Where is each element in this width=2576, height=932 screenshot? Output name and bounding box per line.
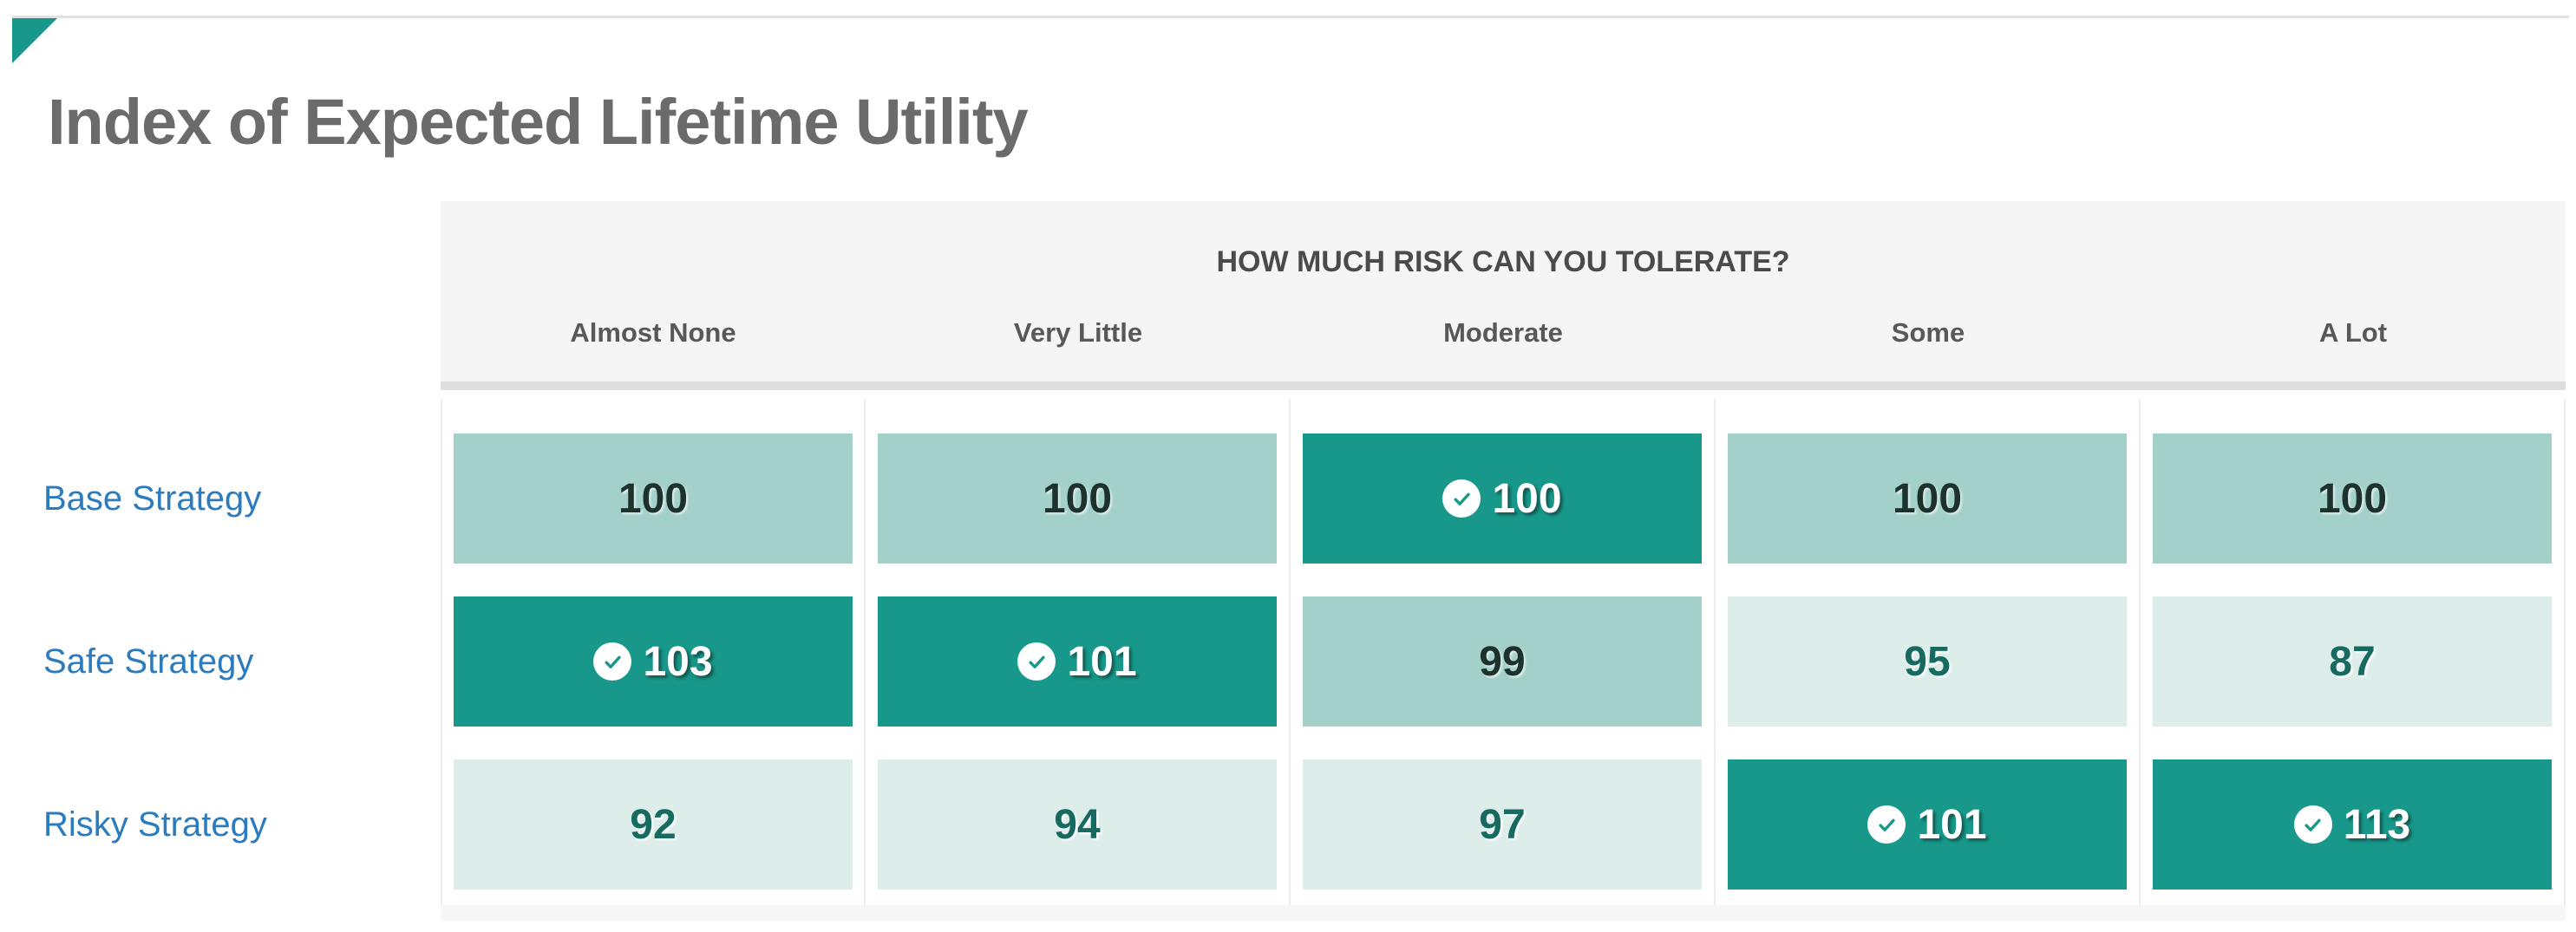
row-label-link-0[interactable]: Base Strategy (43, 479, 262, 518)
table-column-1: 100 101 94 (866, 399, 1291, 905)
utility-value: 95 (1904, 638, 1951, 685)
checkmark-icon (593, 642, 632, 681)
utility-cell-r2-c4: 113 (2153, 759, 2552, 890)
utility-cell-r0-c3: 100 (1728, 433, 2127, 564)
checkmark-icon (1442, 479, 1481, 518)
utility-cell-r1-c3: 95 (1728, 596, 2127, 727)
top-divider (12, 16, 2569, 18)
utility-cell-r2-c2: 97 (1303, 759, 1702, 890)
page-title: Index of Expected Lifetime Utility (48, 86, 1029, 158)
column-header-3: Some (1891, 317, 1965, 348)
utility-value: 94 (1054, 801, 1101, 848)
column-header-0: Almost None (570, 317, 736, 348)
utility-value: 101 (1067, 638, 1137, 685)
table-column-3: 100 95 101 (1716, 399, 2141, 905)
utility-table-body: 100 103 92 100 101 94 100 99 97 100 95 101 100 87 113 (441, 399, 2566, 905)
utility-value: 97 (1479, 801, 1526, 848)
utility-cell-r1-c1: 101 (878, 596, 1277, 727)
column-header-1: Very Little (1013, 317, 1143, 348)
utility-cell-r1-c2: 99 (1303, 596, 1702, 727)
column-headers-row: Almost None Very Little Moderate Some A Lot (441, 316, 2566, 350)
table-column-4: 100 87 113 (2141, 399, 2566, 905)
utility-value: 113 (2343, 801, 2411, 848)
utility-cell-r0-c0: 100 (454, 433, 853, 564)
utility-value: 103 (643, 638, 713, 685)
utility-cell-r0-c4: 100 (2153, 433, 2552, 564)
column-header-2: Moderate (1443, 317, 1563, 348)
utility-cell-r2-c3: 101 (1728, 759, 2127, 890)
utility-value: 100 (2317, 475, 2388, 522)
utility-value: 87 (2329, 638, 2376, 685)
utility-value: 100 (1892, 475, 1963, 522)
utility-cell-r2-c1: 94 (878, 759, 1277, 890)
row-label-link-1[interactable]: Safe Strategy (43, 642, 254, 681)
utility-value: 100 (1042, 475, 1113, 522)
utility-value: 100 (1492, 475, 1562, 522)
utility-cell-r1-c0: 103 (454, 596, 853, 727)
checkmark-icon (2293, 805, 2332, 844)
row-label-link-2[interactable]: Risky Strategy (43, 805, 267, 844)
utility-value: 92 (630, 801, 677, 848)
utility-cell-r0-c1: 100 (878, 433, 1277, 564)
utility-cell-r1-c4: 87 (2153, 596, 2552, 727)
utility-value: 101 (1917, 801, 1987, 848)
utility-cell-r2-c0: 92 (454, 759, 853, 890)
utility-cell-r0-c2: 100 (1303, 433, 1702, 564)
risk-tolerance-header: HOW MUCH RISK CAN YOU TOLERATE? Almost N… (441, 201, 2566, 390)
utility-value: 100 (618, 475, 689, 522)
table-column-0: 100 103 92 (441, 399, 866, 905)
table-column-2: 100 99 97 (1291, 399, 1716, 905)
table-footer-strip (441, 905, 2566, 921)
column-header-4: A Lot (2318, 317, 2388, 348)
risk-question-label: HOW MUCH RISK CAN YOU TOLERATE? (1216, 245, 1790, 278)
utility-value: 99 (1479, 638, 1526, 685)
corner-accent-triangle-icon (12, 18, 57, 63)
checkmark-icon (1867, 805, 1906, 844)
checkmark-icon (1017, 642, 1056, 681)
